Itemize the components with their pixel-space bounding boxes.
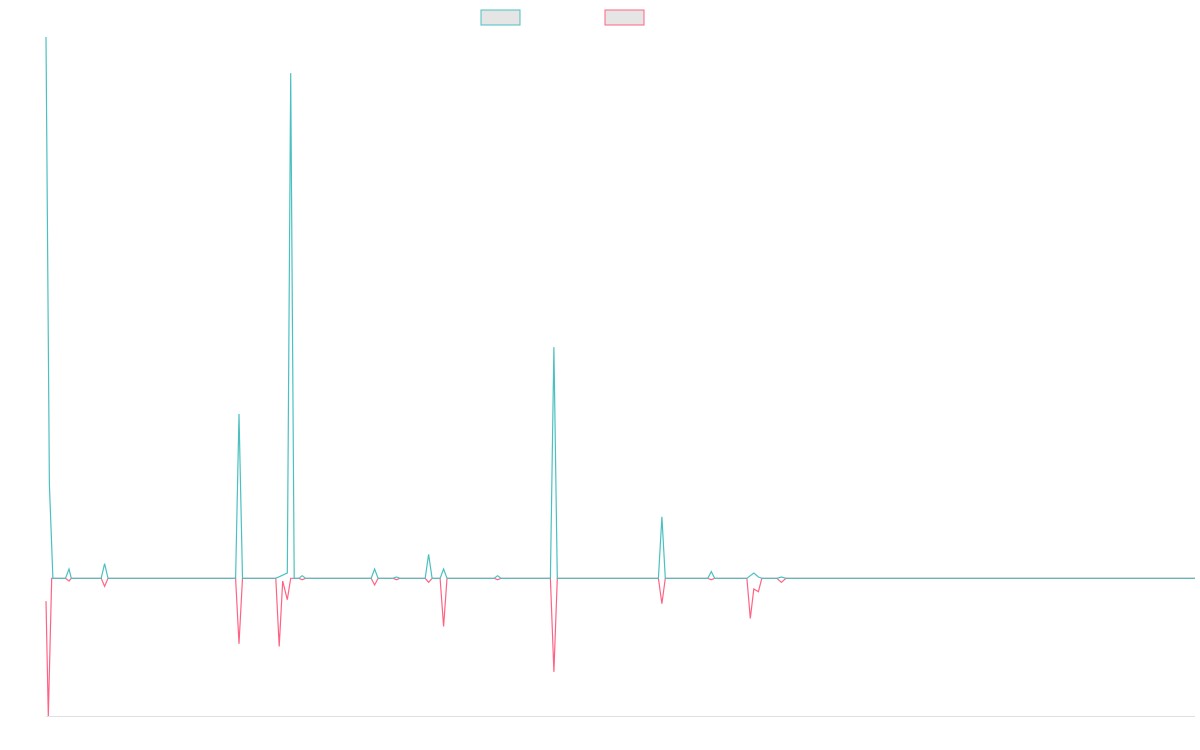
legend[interactable] — [480, 9, 645, 26]
plot-area — [45, 36, 1195, 717]
legend-swatch-series-2[interactable] — [604, 9, 645, 26]
legend-swatch-series-1[interactable] — [480, 9, 521, 26]
series-line-2 — [45, 577, 1195, 717]
series-line-1 — [45, 36, 1195, 579]
